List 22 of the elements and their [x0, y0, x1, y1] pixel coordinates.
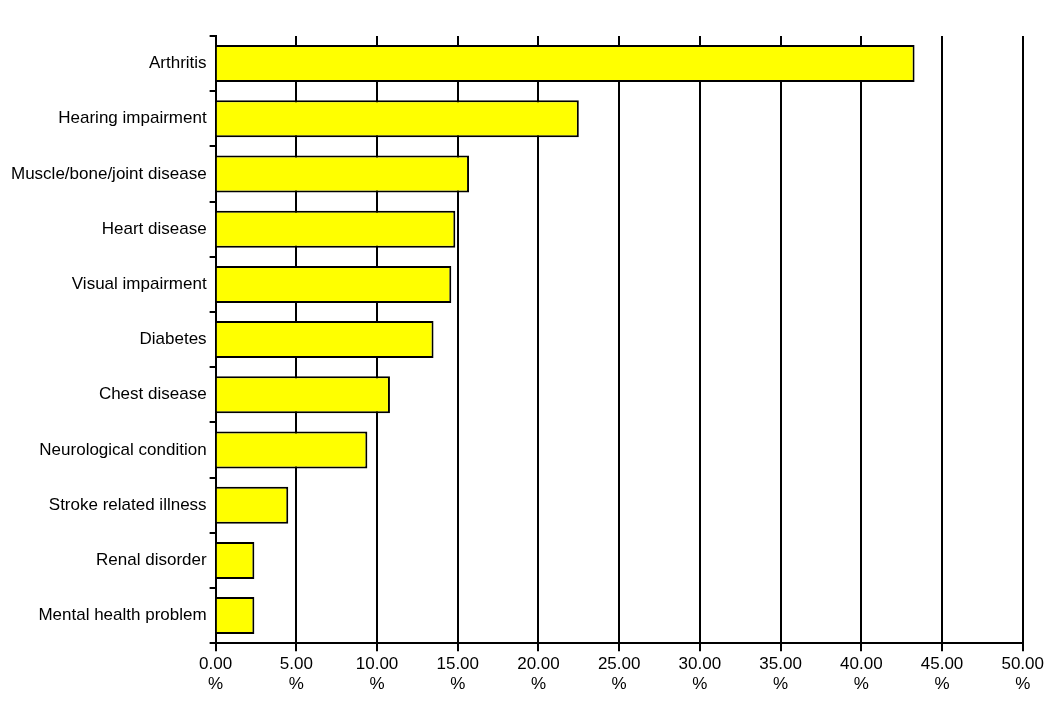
x-tick-label: 0.00 % — [199, 654, 233, 694]
y-tick-label: Heart disease — [101, 218, 207, 238]
y-tick-label: Hearing impairment — [58, 108, 207, 128]
y-tick-label: Stroke related illness — [48, 494, 207, 514]
y-tick-label: Diabetes — [139, 329, 207, 349]
x-tick-label: 30.00 % — [678, 654, 722, 694]
y-tick-label: Mental health problem — [38, 605, 207, 625]
x-tick-label: 10.00 % — [355, 654, 399, 694]
y-tick-label: Chest disease — [98, 384, 207, 404]
y-tick-label: Muscle/bone/joint disease — [10, 163, 207, 183]
y-tick-label: Visual impairment — [71, 274, 207, 294]
x-tick-label: 45.00 % — [920, 654, 964, 694]
x-tick-label: 50.00 % — [1001, 654, 1044, 694]
x-tick-label: 35.00 % — [759, 654, 802, 694]
x-tick-label: 5.00 % — [279, 654, 313, 694]
x-tick-label: 15.00 % — [436, 654, 480, 694]
x-tick-label: 20.00 % — [517, 654, 560, 694]
x-tick-label: 25.00 % — [597, 654, 641, 694]
y-tick-label: Renal disorder — [96, 550, 207, 570]
y-tick-label: Neurological condition — [39, 439, 207, 459]
y-tick-label: Arthritis — [148, 53, 207, 73]
x-tick-label: 40.00 % — [840, 654, 883, 694]
